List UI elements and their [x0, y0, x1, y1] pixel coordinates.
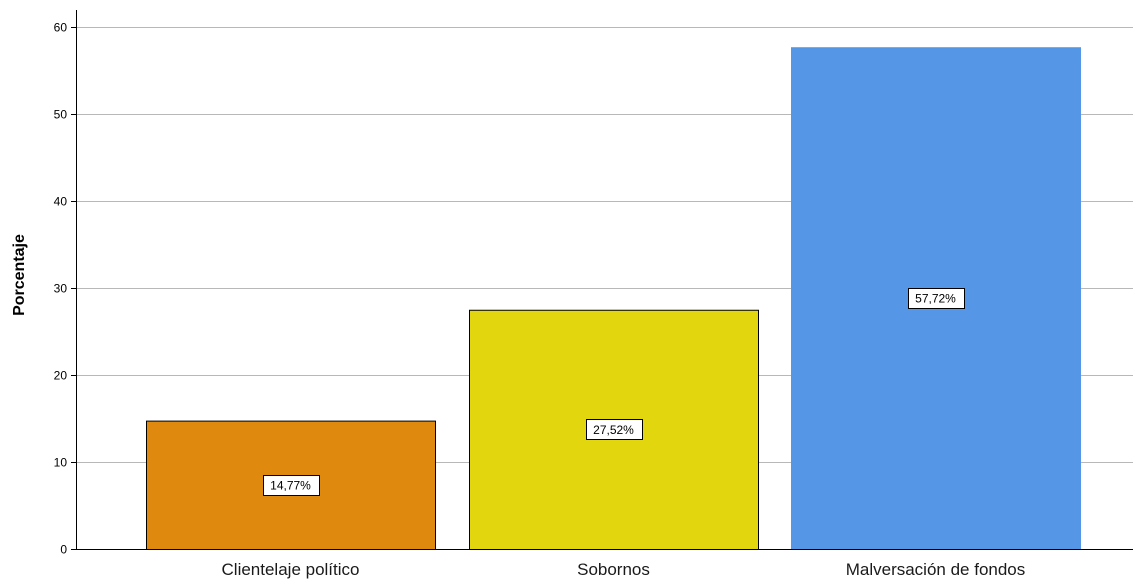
y-tick-label-20: 20 — [54, 369, 68, 383]
data-label-text: 57,72% — [915, 292, 956, 306]
data-label-text: 14,77% — [270, 478, 311, 492]
data-label-box — [263, 475, 320, 496]
y-tick-label-10: 10 — [54, 456, 68, 470]
axes: 0 10 20 30 40 50 60 Clientelaje político Soborno… — [54, 10, 1133, 579]
data-label-2: 27,52% — [586, 419, 643, 440]
y-tick-label-0: 0 — [60, 543, 67, 557]
y-tick-label-50: 50 — [54, 108, 68, 122]
data-labels: 14,77% 27,52% 57,72% — [263, 288, 965, 496]
data-label-text: 27,52% — [593, 423, 634, 437]
y-tick-label-40: 40 — [54, 195, 68, 209]
x-category-label-1: Clientelaje político — [222, 560, 360, 579]
data-label-3: 57,72% — [908, 288, 965, 309]
data-label-box — [586, 419, 643, 440]
y-tick-label-60: 60 — [54, 21, 68, 35]
data-label-box — [908, 288, 965, 309]
x-category-label-2: Sobornos — [577, 560, 650, 579]
data-label-1: 14,77% — [263, 475, 320, 496]
x-category-label-3: Malversación de fondos — [846, 560, 1026, 579]
y-tick-label-30: 30 — [54, 282, 68, 296]
y-axis-title: Porcentaje — [11, 234, 28, 316]
